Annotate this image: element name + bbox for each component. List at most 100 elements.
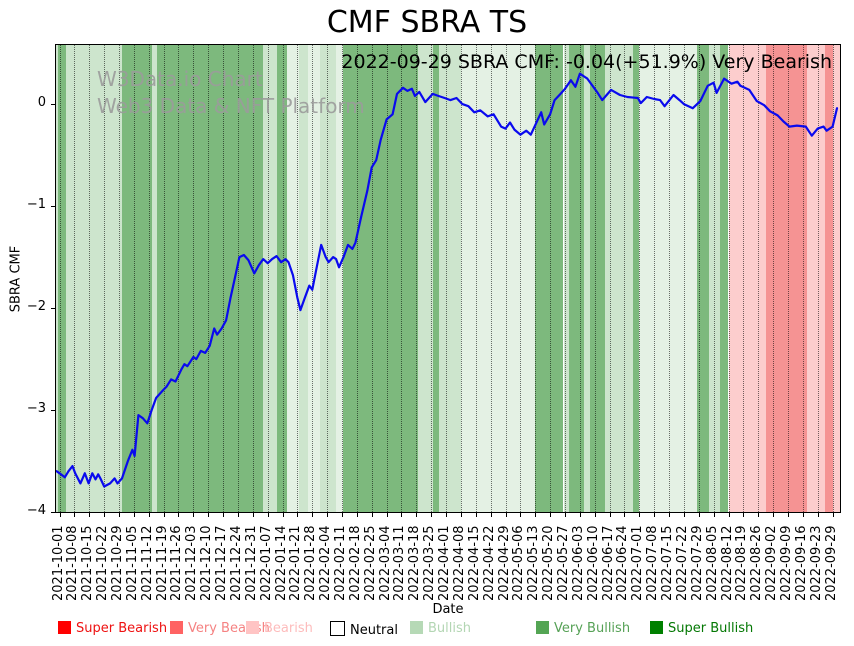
- gridline: [758, 45, 760, 512]
- gridline: [89, 45, 91, 512]
- gridline: [252, 45, 254, 512]
- x-tick-label: 2022-01-28: [303, 525, 319, 601]
- x-tick-label: 2022-05-06: [511, 525, 527, 601]
- legend-label: Super Bullish: [668, 621, 754, 636]
- x-tick-label: 2022-03-11: [392, 525, 408, 601]
- gridline: [431, 45, 433, 512]
- gridline: [148, 45, 150, 512]
- sentiment-band-bullish: [417, 45, 433, 512]
- gridline: [773, 45, 775, 512]
- x-tick-mark: [401, 513, 403, 517]
- gridline: [416, 45, 418, 512]
- x-tick-label: 2021-12-03: [184, 525, 200, 601]
- x-tick-label: 2022-09-16: [793, 525, 809, 601]
- x-tick-label: 2022-09-09: [778, 525, 794, 601]
- x-tick-label: 2022-07-22: [674, 525, 690, 601]
- x-tick-mark: [446, 513, 448, 517]
- x-tick-label: 2022-09-29: [823, 525, 839, 601]
- sentiment-band-bearish: [728, 45, 766, 512]
- sentiment-band-very_bullish: [343, 45, 418, 512]
- sentiment-band-bullish: [438, 45, 461, 512]
- gridline: [683, 45, 685, 512]
- gridline: [297, 45, 299, 512]
- x-tick-mark: [475, 513, 477, 517]
- gridline: [104, 45, 106, 512]
- gridline: [787, 45, 789, 512]
- x-tick-label: 2022-09-23: [808, 525, 824, 601]
- x-tick-mark: [59, 513, 61, 517]
- x-tick-mark: [773, 513, 775, 517]
- sentiment-band-bullish: [151, 45, 157, 512]
- gridline: [223, 45, 225, 512]
- y-tick-label: −4: [26, 503, 46, 518]
- gridline: [460, 45, 462, 512]
- x-tick-label: 2022-07-29: [689, 525, 705, 601]
- sentiment-band-very_bearish: [825, 45, 833, 512]
- x-axis-label: Date: [432, 602, 464, 617]
- x-tick-mark: [342, 513, 343, 517]
- x-tick-label: 2022-01-21: [288, 525, 304, 601]
- gridline: [713, 45, 715, 512]
- x-tick-label: 2022-02-25: [362, 525, 378, 601]
- sentiment-band-bullish: [298, 45, 308, 512]
- x-tick-mark: [119, 513, 121, 517]
- gridline: [520, 45, 522, 512]
- gridline: [728, 45, 730, 512]
- watermark: W3Data.io Chart Web3 Data & NFT Platform: [97, 66, 365, 120]
- x-tick-label: 2021-11-05: [124, 525, 140, 601]
- gridline: [490, 45, 492, 512]
- sentiment-band-very_bullish: [633, 45, 640, 512]
- y-tick-mark: [51, 206, 55, 208]
- x-tick-label: 2022-07-08: [645, 525, 661, 601]
- x-tick-label: 2022-09-02: [764, 525, 780, 601]
- legend-label: Very Bullish: [554, 621, 631, 636]
- x-tick-mark: [728, 513, 730, 517]
- y-tick-mark: [51, 410, 55, 412]
- x-tick-mark: [624, 513, 626, 517]
- x-tick-mark: [163, 513, 165, 517]
- legend-item-bearish: Bearish: [246, 621, 313, 639]
- x-tick-label: 2021-12-24: [228, 525, 244, 601]
- y-tick-label: −2: [26, 299, 46, 315]
- gridline: [356, 45, 358, 512]
- sentiment-band-bullish: [584, 45, 591, 512]
- gridline: [743, 45, 745, 512]
- legend-item-bullish: Bullish: [410, 621, 471, 639]
- x-tick-mark: [654, 513, 656, 517]
- x-tick-label: 2021-12-10: [199, 525, 215, 601]
- x-tick-mark: [520, 513, 522, 517]
- gridline: [74, 45, 76, 512]
- gridline: [208, 45, 210, 512]
- x-tick-mark: [208, 513, 210, 517]
- x-tick-label: 2022-06-17: [600, 525, 616, 601]
- x-tick-mark: [371, 513, 373, 517]
- legend-item-super-bullish: Super Bullish: [650, 621, 753, 639]
- legend-swatch: [170, 621, 183, 634]
- x-tick-mark: [104, 513, 106, 517]
- x-tick-label: 2022-02-11: [333, 525, 348, 601]
- x-tick-mark: [802, 513, 804, 517]
- gridline: [802, 45, 804, 512]
- x-tick-mark: [267, 513, 269, 517]
- gridline: [401, 45, 403, 512]
- x-tick-mark: [312, 513, 314, 517]
- x-tick-mark: [133, 513, 135, 517]
- x-tick-label: 2022-06-24: [615, 525, 631, 601]
- legend-swatch: [536, 621, 549, 634]
- x-tick-label: 2021-10-29: [110, 525, 126, 601]
- cmf-line-chart: [56, 72, 839, 488]
- sentiment-band-bearish: [832, 45, 840, 512]
- legend-label: Neutral: [350, 623, 398, 638]
- gridline: [550, 45, 552, 512]
- gridline: [446, 45, 448, 512]
- gridline: [282, 45, 284, 512]
- legend-item-super-bearish: Super Bearish: [58, 621, 167, 639]
- legend-swatch: [330, 621, 345, 636]
- x-tick-label: 2021-11-12: [139, 525, 155, 601]
- y-tick-mark: [51, 308, 55, 310]
- x-tick-mark: [490, 513, 492, 517]
- legend-swatch: [58, 621, 71, 634]
- gridline: [698, 45, 700, 512]
- gridline: [59, 45, 61, 512]
- x-tick-mark: [535, 513, 537, 517]
